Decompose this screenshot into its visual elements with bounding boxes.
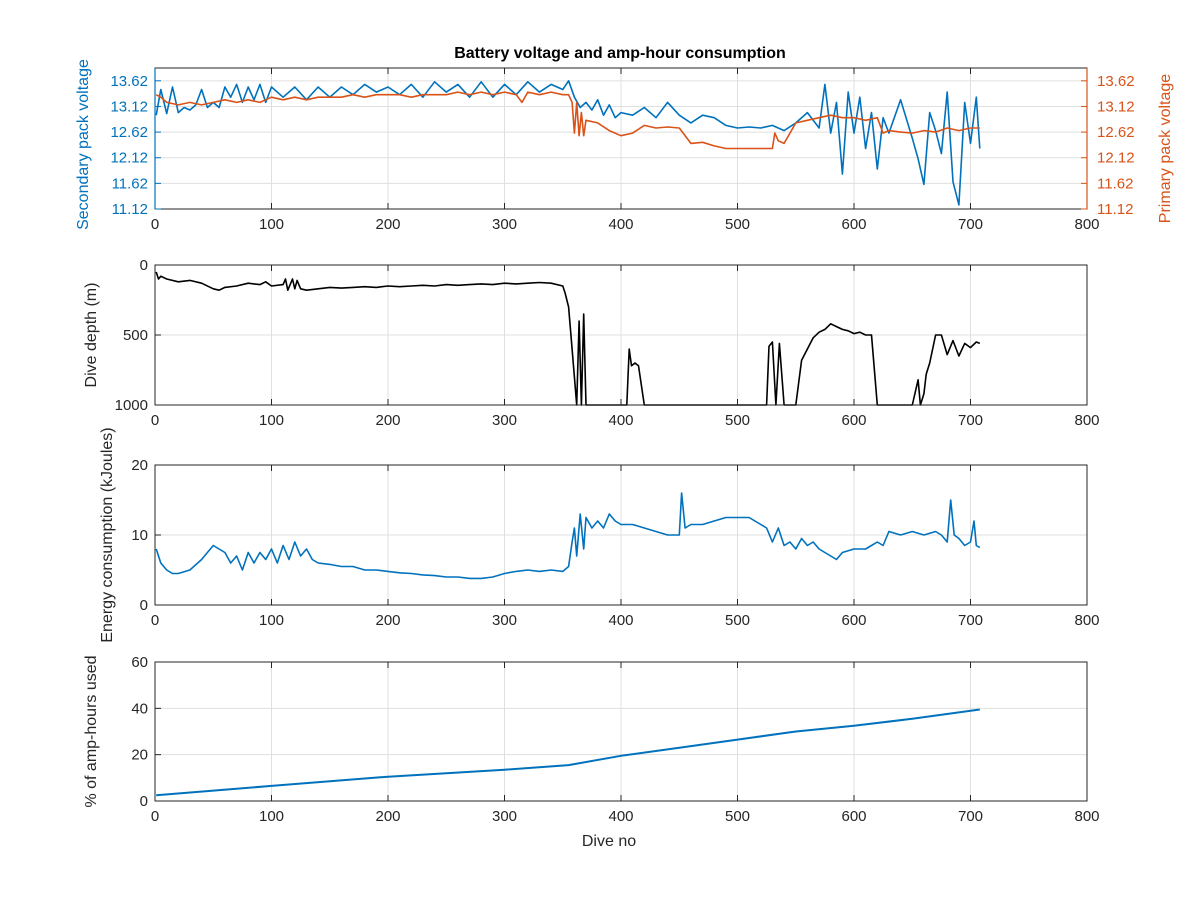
- depth-series-0: [155, 271, 981, 406]
- energy-xtick-label-400: 400: [608, 612, 633, 629]
- amphours-xtick-label-200: 200: [375, 808, 400, 825]
- energy-xtick-label-300: 300: [492, 612, 517, 629]
- voltage-ytick-label-2: 12.12: [110, 150, 148, 167]
- amphours-xtick-label-300: 300: [492, 808, 517, 825]
- depth-xtick-label-100: 100: [259, 412, 284, 429]
- voltage-ytick-label-4: 13.12: [110, 98, 148, 115]
- depth-xtick-label-700: 700: [958, 412, 983, 429]
- amphours-series-0: [156, 708, 980, 797]
- depth-ytick-label-2: 1000: [115, 397, 148, 414]
- energy-xtick-label-700: 700: [958, 612, 983, 629]
- energy-xtick-label-500: 500: [725, 612, 750, 629]
- energy-xtick-label-100: 100: [259, 612, 284, 629]
- voltage-ylabel: Secondary pack voltage: [75, 59, 92, 230]
- amphours-xlabel: Dive no: [582, 833, 636, 850]
- amphours-ytick-label-3: 60: [131, 654, 148, 671]
- voltage-ytick-right-label-5: 13.62: [1097, 73, 1135, 90]
- voltage-ytick-right-label-1: 11.62: [1097, 175, 1133, 192]
- amp-hours-panel: 0 100 200 300 400 500 600 700 800 0 20 40 60 % of amp…: [83, 654, 1100, 850]
- energy-ytick-label-1: 10: [131, 527, 148, 544]
- energy-ytick-label-2: 20: [131, 457, 148, 474]
- depth-xtick-label-800: 800: [1074, 412, 1099, 429]
- amphours-xtick-label-400: 400: [608, 808, 633, 825]
- depth-xtick-label-0: 0: [151, 412, 159, 429]
- amphours-xtick-label-0: 0: [151, 808, 159, 825]
- voltage-xtick-label-400: 400: [608, 216, 633, 233]
- amphours-xtick-label-800: 800: [1074, 808, 1099, 825]
- depth-xtick-label-600: 600: [841, 412, 866, 429]
- amphours-ytick-label-0: 0: [140, 793, 148, 810]
- voltage-xtick-label-800: 800: [1074, 216, 1099, 233]
- voltage-ytick-label-1: 11.62: [112, 175, 148, 192]
- energy-xtick-label-600: 600: [841, 612, 866, 629]
- energy-ytick-label-0: 0: [140, 597, 148, 614]
- voltage-ylabel-right: Primary pack voltage: [1157, 74, 1174, 223]
- voltage-series-0: [155, 80, 981, 206]
- depth-ytick-label-0: 0: [140, 257, 148, 274]
- amphours-ylabel: % of amp-hours used: [83, 655, 100, 807]
- energy-series-0: [155, 492, 981, 580]
- depth-ylabel: Dive depth (m): [83, 283, 100, 388]
- amphours-ytick-label-1: 20: [131, 747, 148, 764]
- depth-xtick-label-300: 300: [492, 412, 517, 429]
- voltage-ytick-right-label-0: 11.12: [1097, 201, 1133, 218]
- depth-xtick-label-400: 400: [608, 412, 633, 429]
- amphours-xtick-label-500: 500: [725, 808, 750, 825]
- voltage-ytick-label-3: 12.62: [110, 124, 148, 141]
- voltage-xtick-label-300: 300: [492, 216, 517, 233]
- voltage-xtick-label-600: 600: [841, 216, 866, 233]
- voltage-xtick-label-200: 200: [375, 216, 400, 233]
- energy-ylabel: Energy consumption (kJoules): [99, 427, 116, 642]
- depth-xtick-label-200: 200: [375, 412, 400, 429]
- voltage-series-1: [155, 91, 980, 150]
- depth-xtick-label-500: 500: [725, 412, 750, 429]
- amphours-xtick-label-700: 700: [958, 808, 983, 825]
- energy-xtick-label-200: 200: [375, 612, 400, 629]
- voltage-xtick-label-700: 700: [958, 216, 983, 233]
- voltage-xtick-label-0: 0: [151, 216, 159, 233]
- voltage-ytick-right-label-4: 13.12: [1097, 98, 1135, 115]
- energy-consumption-panel: 0 100 200 300 400 500 600 700 800 0 10 20 Energy con…: [99, 427, 1100, 642]
- voltage-xtick-label-500: 500: [725, 216, 750, 233]
- energy-xtick-label-800: 800: [1074, 612, 1099, 629]
- amphours-ytick-label-2: 40: [131, 700, 148, 717]
- amphours-xtick-label-600: 600: [841, 808, 866, 825]
- voltage-panel: 0 100 200 300 400 500 600 700 80011.1211.6212.12…: [75, 59, 1174, 233]
- voltage-ytick-right-label-3: 12.62: [1097, 124, 1135, 141]
- voltage-xtick-label-100: 100: [259, 216, 284, 233]
- voltage-ytick-right-label-2: 12.12: [1097, 150, 1135, 167]
- energy-xtick-label-0: 0: [151, 612, 159, 629]
- figure-title: Battery voltage and amp-hour consumption: [454, 45, 786, 62]
- dive-depth-panel: 0 100 200 300 400 500 600 700 800 0 500 1000 Dive de…: [83, 257, 1100, 429]
- voltage-ytick-label-0: 11.12: [112, 201, 148, 218]
- voltage-ytick-label-5: 13.62: [110, 73, 148, 90]
- depth-ytick-label-1: 500: [123, 327, 148, 344]
- amphours-xtick-label-100: 100: [259, 808, 284, 825]
